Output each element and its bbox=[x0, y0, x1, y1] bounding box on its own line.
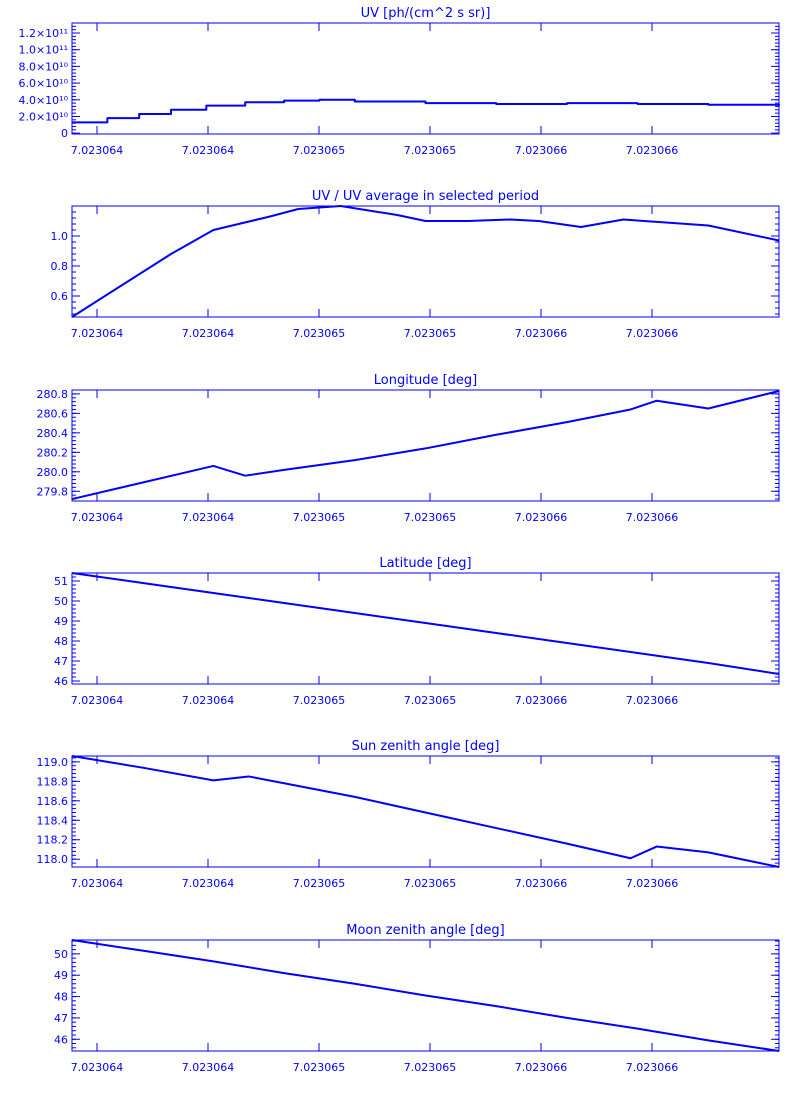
x-tick-label: 7.023066 bbox=[515, 511, 568, 524]
x-tick-label: 7.023065 bbox=[293, 327, 346, 340]
x-tick-label: 7.023065 bbox=[404, 694, 457, 707]
x-tick-label: 7.023064 bbox=[182, 327, 235, 340]
x-tick-label: 7.023066 bbox=[626, 877, 679, 890]
x-tick-label: 7.023065 bbox=[404, 144, 457, 157]
x-tick-label: 7.023065 bbox=[293, 511, 346, 524]
y-tick-label: 280.8 bbox=[37, 388, 69, 401]
y-tick-label: 118.0 bbox=[37, 853, 69, 866]
plot-frame bbox=[71, 22, 780, 135]
y-tick-label: 50 bbox=[54, 948, 68, 961]
y-tick-label: 280.4 bbox=[37, 427, 69, 440]
y-tick-label: 8.0×10¹⁰ bbox=[18, 60, 68, 73]
chart-panel-4: Latitude [deg] 46 47 48 49 50 51 7.023064 7.0230… bbox=[54, 556, 780, 707]
chart-title: Latitude [deg] bbox=[379, 556, 471, 571]
x-tick-label: 7.023064 bbox=[182, 144, 235, 157]
series-line bbox=[71, 755, 780, 868]
x-tick-label: 7.023065 bbox=[293, 144, 346, 157]
y-tick-label: 280.6 bbox=[37, 407, 69, 420]
y-tick-label: 4.0×10¹⁰ bbox=[18, 94, 68, 107]
x-tick-label: 7.023064 bbox=[71, 877, 124, 890]
x-tick-label: 7.023064 bbox=[71, 144, 124, 157]
y-tick-label: 1.2×10¹¹ bbox=[18, 27, 68, 40]
chart-panel-3: Longitude [deg] 279.8 280.0 280.2 280.4 280.6… bbox=[37, 373, 780, 524]
y-tick-label: 280.2 bbox=[37, 446, 69, 459]
x-tick-label: 7.023066 bbox=[515, 327, 568, 340]
series-line bbox=[71, 205, 780, 318]
x-tick-label: 7.023065 bbox=[404, 1061, 457, 1074]
x-tick-label: 7.023065 bbox=[293, 1061, 346, 1074]
x-tick-label: 7.023066 bbox=[515, 877, 568, 890]
x-tick-label: 7.023065 bbox=[404, 327, 457, 340]
x-tick-label: 7.023064 bbox=[71, 327, 124, 340]
plot-frame bbox=[71, 389, 780, 502]
x-tick-label: 7.023064 bbox=[182, 511, 235, 524]
x-tick-label: 7.023066 bbox=[626, 511, 679, 524]
y-tick-label: 0 bbox=[61, 127, 68, 140]
y-tick-label: 2.0×10¹⁰ bbox=[18, 110, 68, 123]
series-line bbox=[72, 98, 780, 124]
chart-title: Sun zenith angle [deg] bbox=[352, 739, 500, 754]
y-tick-label: 118.4 bbox=[37, 814, 69, 827]
y-tick-label: 0.8 bbox=[51, 260, 69, 273]
y-tick-label: 49 bbox=[54, 969, 68, 982]
y-tick-label: 118.6 bbox=[37, 795, 69, 808]
x-tick-label: 7.023065 bbox=[293, 877, 346, 890]
x-tick-label: 7.023064 bbox=[71, 1061, 124, 1074]
plot-frame bbox=[71, 572, 780, 685]
chart-title: Longitude [deg] bbox=[374, 373, 477, 388]
y-tick-label: 280.0 bbox=[37, 466, 69, 479]
chart-title: UV / UV average in selected period bbox=[312, 189, 539, 204]
y-tick-label: 119.0 bbox=[37, 756, 69, 769]
x-tick-label: 7.023064 bbox=[182, 877, 235, 890]
x-tick-label: 7.023064 bbox=[182, 1061, 235, 1074]
x-tick-label: 7.023066 bbox=[515, 1061, 568, 1074]
series-line bbox=[71, 939, 780, 1052]
x-tick-label: 7.023064 bbox=[182, 694, 235, 707]
chart-title: Moon zenith angle [deg] bbox=[346, 923, 504, 938]
x-tick-label: 7.023066 bbox=[515, 144, 568, 157]
y-tick-label: 118.8 bbox=[37, 775, 69, 788]
x-tick-label: 7.023064 bbox=[71, 694, 124, 707]
plot-frame bbox=[71, 205, 780, 318]
y-tick-label: 48 bbox=[54, 635, 68, 648]
x-tick-label: 7.023066 bbox=[515, 694, 568, 707]
x-tick-label: 7.023066 bbox=[626, 694, 679, 707]
x-tick-label: 7.023066 bbox=[626, 1061, 679, 1074]
chart-panel-6: Moon zenith angle [deg] 46 47 48 49 50 7.02306… bbox=[54, 923, 780, 1074]
y-tick-label: 50 bbox=[54, 595, 68, 608]
y-tick-label: 6.0×10¹⁰ bbox=[18, 77, 68, 90]
x-tick-label: 7.023064 bbox=[71, 511, 124, 524]
plot-frame bbox=[71, 939, 780, 1052]
plot-frame bbox=[71, 755, 780, 868]
chart-panel-1: UV [ph/(cm^2 s sr)] 0 2.0×10¹⁰ 4.0×10¹⁰ 6.0×… bbox=[18, 6, 780, 157]
y-tick-label: 46 bbox=[54, 1033, 68, 1046]
x-tick-label: 7.023065 bbox=[293, 694, 346, 707]
y-tick-label: 279.8 bbox=[37, 485, 69, 498]
y-tick-label: 48 bbox=[54, 991, 68, 1004]
y-tick-label: 47 bbox=[54, 1012, 68, 1025]
x-tick-label: 7.023065 bbox=[404, 511, 457, 524]
x-tick-label: 7.023065 bbox=[404, 877, 457, 890]
series-line bbox=[71, 572, 780, 675]
y-tick-label: 49 bbox=[54, 615, 68, 628]
y-tick-label: 118.2 bbox=[37, 834, 69, 847]
chart-title: UV [ph/(cm^2 s sr)] bbox=[361, 6, 491, 21]
x-tick-label: 7.023066 bbox=[626, 327, 679, 340]
series-line bbox=[71, 390, 780, 501]
y-tick-label: 47 bbox=[54, 655, 68, 668]
y-tick-label: 51 bbox=[54, 575, 68, 588]
x-tick-label: 7.023066 bbox=[626, 144, 679, 157]
y-tick-label: 1.0 bbox=[51, 230, 69, 243]
y-tick-label: 46 bbox=[54, 675, 68, 688]
chart-panel-5: Sun zenith angle [deg] 118.0 118.2 118.4 118… bbox=[37, 739, 780, 890]
chart-panel-2: UV / UV average in selected period 0.6 0.8… bbox=[51, 189, 780, 340]
y-tick-label: 0.6 bbox=[51, 290, 69, 303]
y-tick-label: 1.0×10¹¹ bbox=[18, 44, 68, 57]
